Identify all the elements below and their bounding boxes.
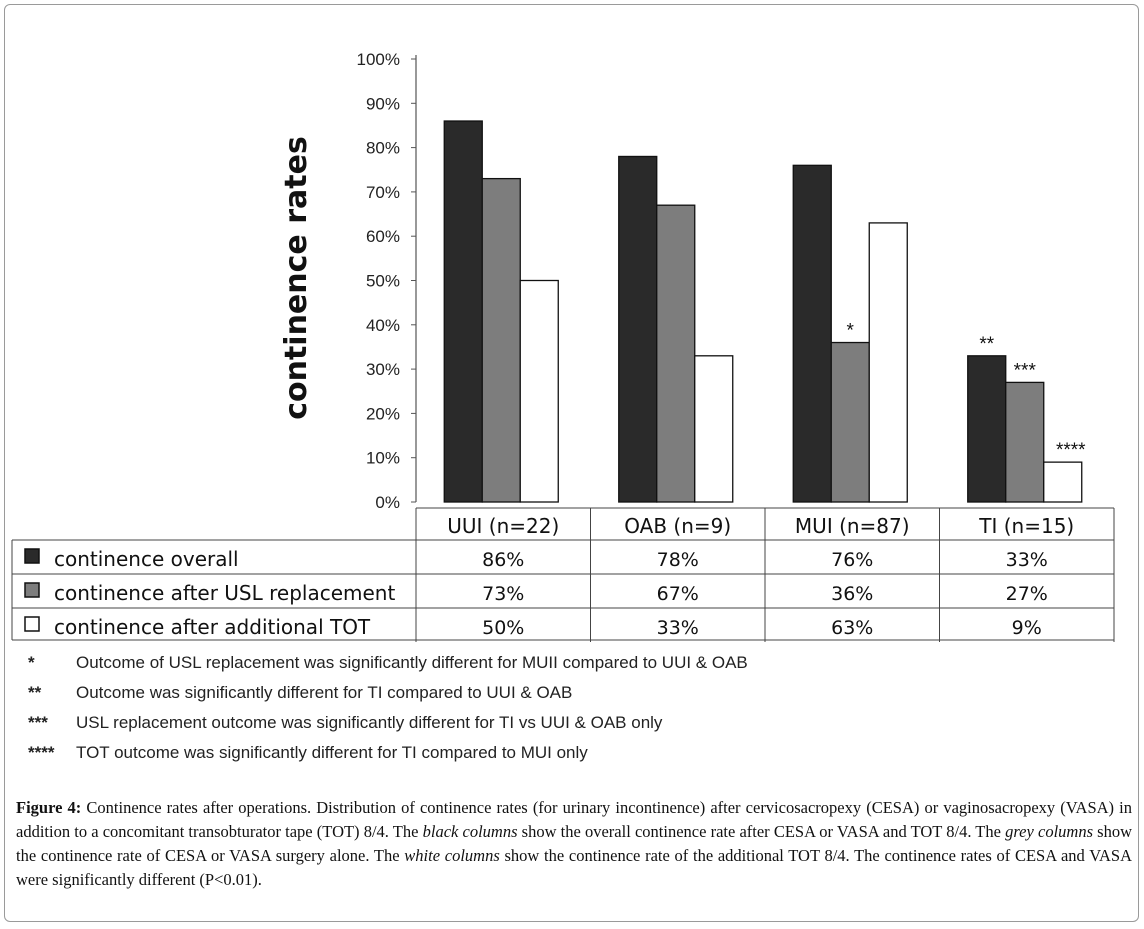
- table-cell: 78%: [657, 549, 699, 571]
- y-tick-label: 10%: [366, 449, 400, 468]
- footnote-mark: **: [28, 683, 42, 702]
- bar-tot: [1043, 461, 1083, 503]
- y-tick-label: 70%: [366, 183, 400, 202]
- legend-swatch: [24, 548, 40, 564]
- y-tick-label: 60%: [366, 227, 400, 246]
- legend-label: continence after additional TOT: [54, 615, 371, 639]
- footnote-text: Outcome was significantly different for …: [76, 683, 573, 702]
- legend-swatch: [24, 616, 40, 632]
- table-cell: 63%: [831, 617, 873, 639]
- footnote-text: USL replacement outcome was significantl…: [76, 713, 663, 732]
- bar-tot: [694, 355, 734, 503]
- y-tick-label: 50%: [366, 272, 400, 291]
- bar-usl: [830, 341, 870, 503]
- table-cell: 36%: [831, 583, 873, 605]
- table-cell: 67%: [657, 583, 699, 605]
- category-label: MUI (n=87): [795, 514, 910, 538]
- caption-text: show the continence rate of the addition…: [16, 846, 1132, 889]
- footnote-text: TOT outcome was significantly different …: [76, 743, 588, 762]
- table-cell: 50%: [482, 617, 524, 639]
- significance-marker: *: [847, 321, 855, 342]
- table-cell: 27%: [1006, 583, 1048, 605]
- significance-marker: ***: [1014, 360, 1037, 381]
- legend-label: continence after USL replacement: [54, 581, 395, 605]
- bar-usl: [481, 177, 521, 503]
- significance-marker: **: [979, 334, 994, 355]
- footnote-mark: ***: [28, 713, 48, 732]
- caption-emphasis: black columns: [422, 822, 518, 841]
- y-axis-label: continence rates: [279, 136, 314, 420]
- table-cell: 33%: [1006, 549, 1048, 571]
- category-label: OAB (n=9): [624, 514, 731, 538]
- bar-tot: [519, 279, 559, 503]
- legend-label: continence overall: [54, 547, 239, 571]
- bar-usl: [656, 204, 696, 503]
- footnote-text: Outcome of USL replacement was significa…: [76, 653, 748, 672]
- legend-swatch: [24, 582, 40, 598]
- y-tick-label: 100%: [357, 50, 400, 69]
- table-cell: 33%: [657, 617, 699, 639]
- caption-text: show the continence rate of CESA or VASA…: [16, 822, 1132, 865]
- table-cell: 86%: [482, 549, 524, 571]
- footnote: *** USL replacement outcome was significa…: [28, 708, 1028, 738]
- y-tick-label: 30%: [366, 360, 400, 379]
- caption-emphasis: white columns: [404, 846, 500, 865]
- bar-usl: [1005, 381, 1045, 503]
- bar-tot: [868, 222, 908, 503]
- bar-overall: [443, 120, 483, 503]
- caption-label: Figure 4:: [16, 798, 82, 817]
- table-cell: 76%: [831, 549, 873, 571]
- bar-overall: [618, 155, 658, 503]
- caption-text: show the overall continence rate after C…: [517, 822, 1006, 841]
- caption-text: Continence rates after operations. Distr…: [16, 798, 1132, 841]
- footnote: ** Outcome was significantly different fo…: [28, 678, 1028, 708]
- table-cell: 73%: [482, 583, 524, 605]
- bar-chart: continence rates 0% 10% 20% 30% 40% 50% 60% 70%…: [11, 50, 1115, 642]
- figure-caption: Figure 4: Continence rates after operati…: [16, 796, 1132, 892]
- y-tick-label: 0%: [375, 493, 400, 512]
- y-tick-label: 90%: [366, 94, 400, 113]
- y-tick-label: 20%: [366, 404, 400, 423]
- footnote: * Outcome of USL replacement was signific…: [28, 648, 1028, 678]
- footnote-mark: ****: [28, 743, 55, 762]
- category-label: UUI (n=22): [447, 514, 559, 538]
- category-label: TI (n=15): [978, 514, 1074, 538]
- footnotes: * Outcome of USL replacement was signific…: [28, 648, 1028, 768]
- figure-frame: [4, 4, 1139, 922]
- bar-overall: [967, 355, 1007, 503]
- footnote: **** TOT outcome was significantly differ…: [28, 738, 1028, 768]
- table-cell: 9%: [1012, 617, 1042, 639]
- bar-overall: [792, 164, 832, 503]
- caption-emphasis: grey columns: [1005, 822, 1093, 841]
- y-tick-label: 40%: [366, 316, 400, 335]
- footnote-mark: *: [28, 653, 35, 672]
- significance-marker: ****: [1056, 440, 1086, 461]
- y-tick-label: 80%: [366, 139, 400, 158]
